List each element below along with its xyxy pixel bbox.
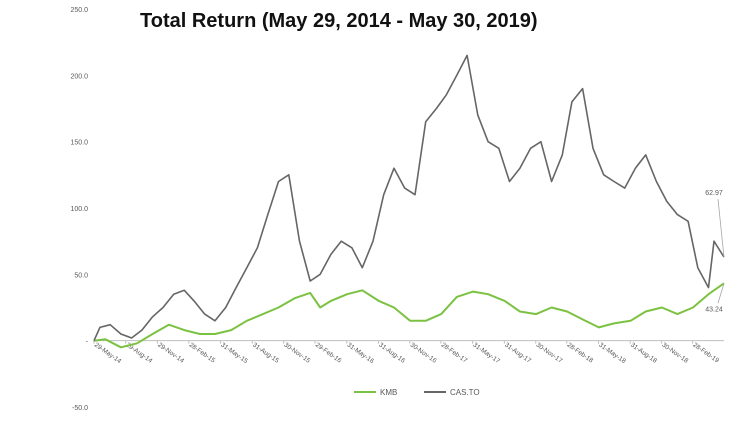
y-tick-label: 200.0 [70, 73, 88, 80]
y-tick-label: 150.0 [70, 140, 88, 147]
x-tick-label: 28-Feb-17 [440, 342, 469, 365]
y-tick-label: - [86, 339, 89, 346]
x-tick-label: 30-Nov-18 [660, 342, 689, 365]
legend-label: CAS.TO [450, 388, 480, 397]
x-tick-label: 31-May-17 [471, 342, 501, 366]
chart-title: Total Return (May 29, 2014 - May 30, 201… [140, 10, 538, 32]
x-tick-label: 28-Feb-15 [188, 342, 217, 365]
y-tick-label: 50.0 [74, 272, 88, 279]
series-line-cas-to [93, 54, 725, 342]
x-tick-label: 31-Aug-15 [251, 342, 280, 365]
x-tick-label: 29-Nov-14 [156, 342, 185, 365]
legend-label: KMB [380, 388, 397, 397]
x-tick-label: 31-May-16 [346, 342, 376, 366]
annotation-label: 43.24 [705, 306, 723, 313]
x-tick-label: 30-Nov-15 [283, 342, 312, 365]
x-tick-label: 31-Aug-17 [503, 342, 532, 365]
x-tick-label: 31-May-18 [597, 342, 627, 366]
x-tick-label: 28-Feb-18 [566, 342, 595, 365]
series-line-kmb [93, 282, 725, 349]
y-tick-label: 250.0 [70, 7, 88, 14]
x-tick-label: 30-Nov-16 [409, 342, 438, 365]
x-tick-label: 30-Nov-17 [535, 342, 564, 365]
annotation-leader-line [717, 199, 725, 258]
x-tick-label: 31-May-15 [219, 342, 249, 366]
x-tick-label: 31-Aug-18 [629, 342, 658, 365]
y-tick-label: 100.0 [70, 206, 88, 213]
x-tick-label: 31-Aug-16 [377, 342, 406, 365]
x-tick-label: 28-Feb-19 [691, 342, 720, 365]
annotation-leader-line [717, 283, 725, 304]
y-tick-label: -50.0 [72, 405, 88, 412]
annotation-label: 62.97 [705, 190, 723, 197]
x-tick-label: 29-Feb-16 [314, 342, 343, 365]
